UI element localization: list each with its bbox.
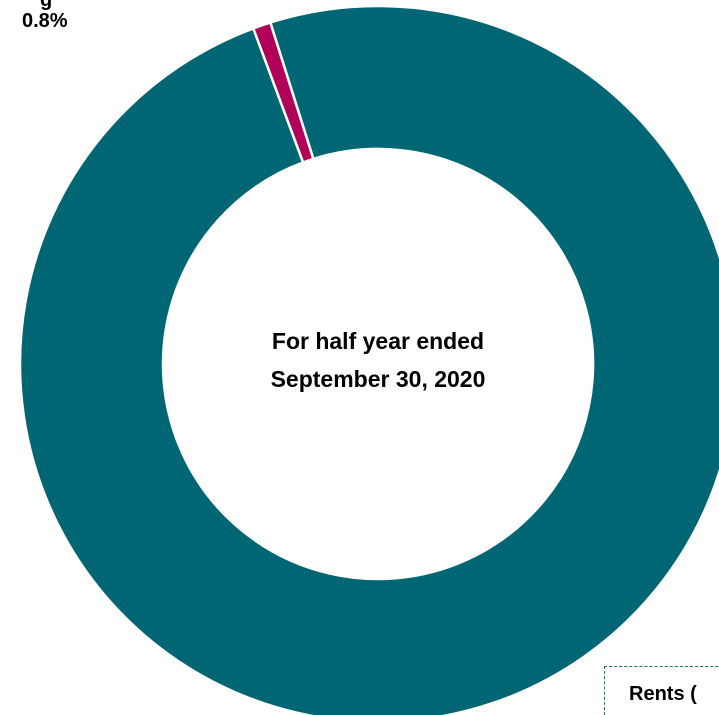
slice-label-percent: 0.8%: [22, 10, 68, 32]
center-title-line-2: September 30, 2020: [270, 366, 486, 392]
callout-box: Rents (: [604, 666, 719, 715]
center-title-line-1: For half year ended: [271, 328, 485, 354]
donut-center-title: For half year ended September 30, 2020: [178, 322, 578, 398]
donut-slice-rents: [18, 4, 719, 715]
slice-label-name-partial: g: [40, 0, 53, 11]
callout-label: Rents (: [629, 683, 697, 705]
donut-slices: [18, 4, 719, 715]
donut-slice-small: [251, 21, 315, 165]
